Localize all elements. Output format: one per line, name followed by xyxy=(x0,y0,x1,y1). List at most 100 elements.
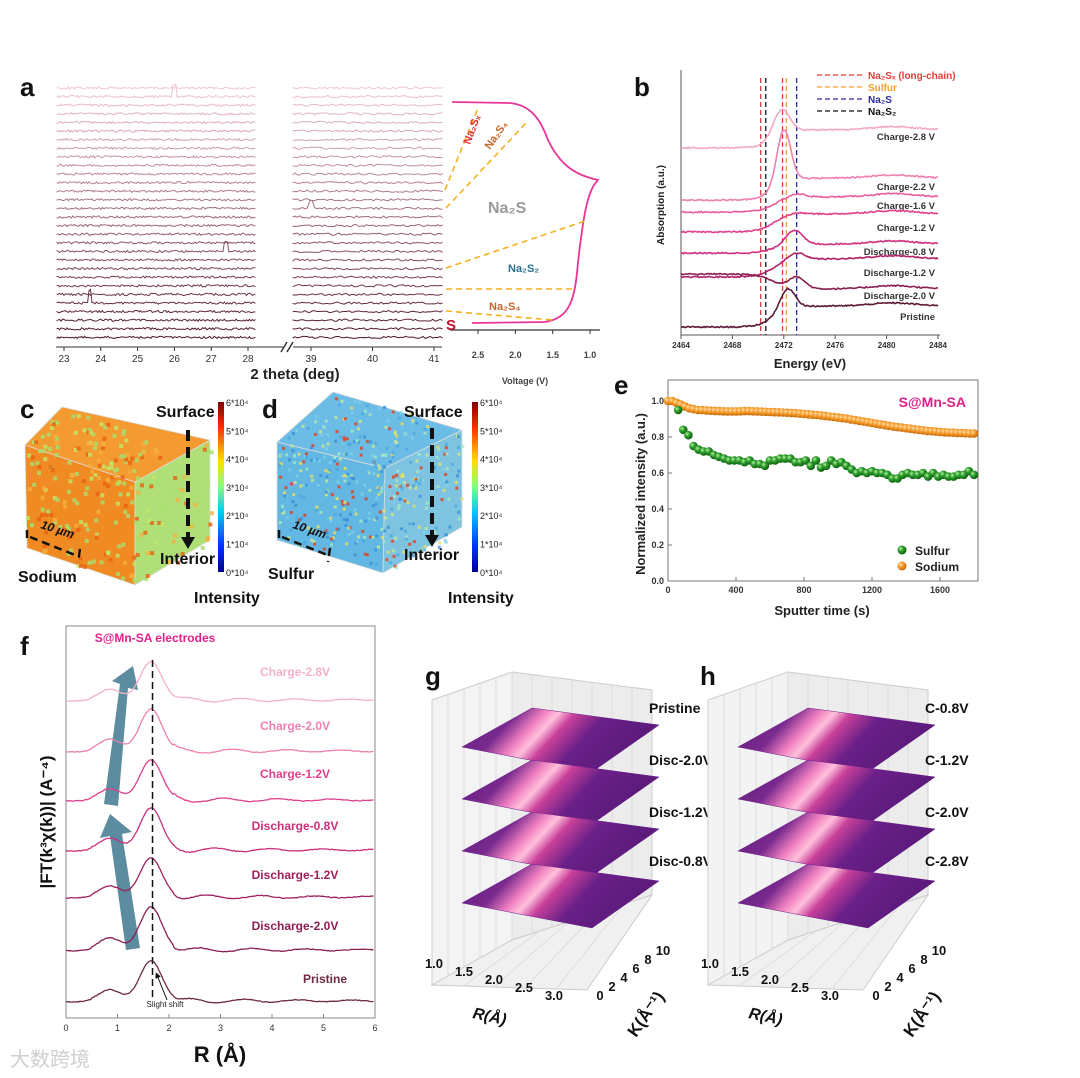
intensity-spot xyxy=(42,544,47,549)
intensity-spot xyxy=(438,462,442,466)
intensity-spot xyxy=(389,534,393,538)
intensity-spot xyxy=(99,422,104,427)
xrd-pattern xyxy=(292,180,443,185)
exafs-x-tick-label: 6 xyxy=(372,1023,377,1033)
intensity-spot xyxy=(395,441,398,445)
intensity-spot xyxy=(74,472,79,476)
legend-marker xyxy=(897,561,907,571)
intensity-spot xyxy=(72,498,77,503)
intensity-spot xyxy=(354,422,358,426)
intensity-spot xyxy=(443,452,447,456)
intensity-spot xyxy=(73,430,78,435)
intensity-spot xyxy=(391,539,395,543)
intensity-spot xyxy=(454,480,458,484)
intensity-spot xyxy=(457,446,461,449)
intensity-spot xyxy=(335,497,339,501)
xrd-pattern xyxy=(56,327,256,331)
exafs-x-tick-label: 4 xyxy=(269,1023,274,1033)
intensity-spot xyxy=(384,453,388,457)
intensity-spot xyxy=(375,516,379,520)
intensity-spot xyxy=(295,474,299,478)
colorbar-title: Intensity xyxy=(194,590,260,607)
intensity-spot xyxy=(393,564,397,568)
intensity-spot xyxy=(202,447,207,452)
intensity-spot xyxy=(65,524,70,528)
grid-line xyxy=(493,921,569,988)
y-axis-label: |FT(k³χ(k))| (A⁻⁴) xyxy=(37,756,56,889)
intensity-spot xyxy=(423,545,427,549)
intensity-spot xyxy=(315,457,319,461)
xanes-curve xyxy=(680,209,939,234)
intensity-spot xyxy=(106,422,111,427)
intensity-spot xyxy=(342,507,346,511)
voltage-tick-label: 1.0 xyxy=(584,350,597,360)
intensity-spot xyxy=(351,530,355,534)
intensity-spot xyxy=(290,444,294,448)
intensity-spot xyxy=(176,488,181,493)
k-tick-label: 4 xyxy=(896,970,904,985)
intensity-spot xyxy=(392,554,396,558)
intensity-spot xyxy=(313,528,317,532)
intensity-spot xyxy=(332,539,335,543)
xrd-pattern xyxy=(56,83,256,99)
depth-x-tick-label: 1200 xyxy=(862,585,882,595)
xanes-curve-label: Discharge-0.8 V xyxy=(864,247,936,258)
xrd-pattern xyxy=(56,258,256,262)
intensity-spot xyxy=(382,488,386,491)
intensity-spot xyxy=(335,397,338,401)
intensity-spot xyxy=(298,494,302,498)
intensity-spot xyxy=(320,433,324,437)
intensity-spot xyxy=(355,439,359,443)
xrd-pattern xyxy=(56,137,256,142)
intensity-spot xyxy=(132,555,137,560)
intensity-spot xyxy=(32,440,36,445)
intensity-spot xyxy=(360,412,364,416)
intensity-spot xyxy=(176,560,181,565)
data-point-sodium xyxy=(969,429,979,438)
intensity-spot xyxy=(444,533,448,537)
intensity-spot xyxy=(324,419,328,423)
intensity-spot xyxy=(291,432,295,435)
intensity-spot xyxy=(358,435,362,438)
intensity-spot xyxy=(340,399,344,403)
colorbar-tick-label: 1*10⁴ xyxy=(480,540,503,550)
xrd-tick-label: 41 xyxy=(428,354,440,365)
intensity-spot xyxy=(180,552,185,556)
intensity-spot xyxy=(400,422,404,426)
intensity-spot xyxy=(321,444,325,448)
intensity-spot xyxy=(382,540,386,544)
intensity-spot xyxy=(109,465,114,470)
intensity-spot xyxy=(351,495,355,499)
intensity-spot xyxy=(388,485,392,489)
xrd-pattern xyxy=(56,198,256,202)
intensity-spot xyxy=(200,546,205,550)
intensity-spot xyxy=(172,512,177,517)
intensity-spot xyxy=(424,506,428,510)
exafs-curve-label: Pristine xyxy=(303,972,347,986)
intensity-spot xyxy=(337,454,341,458)
intensity-spot xyxy=(368,413,372,417)
xrd-pattern xyxy=(292,172,443,176)
intensity-spot xyxy=(391,549,395,553)
legend-label: Na₂S₂ xyxy=(868,107,896,118)
surface-label: Surface xyxy=(404,404,463,421)
intensity-spot xyxy=(423,454,427,458)
xanes-tick-label: 2484 xyxy=(929,341,947,350)
intensity-spot xyxy=(312,539,316,543)
intensity-spot xyxy=(310,538,314,542)
intensity-spot xyxy=(390,453,394,457)
intensity-spot xyxy=(411,419,415,423)
xanes-curve-label: Discharge-2.0 V xyxy=(864,291,936,302)
intensity-spot xyxy=(145,508,150,513)
intensity-spot xyxy=(435,526,438,530)
intensity-spot xyxy=(335,467,339,471)
intensity-spot xyxy=(337,485,341,489)
intensity-spot xyxy=(124,459,128,464)
voltage-tick-label: 2.0 xyxy=(509,350,522,360)
intensity-spot xyxy=(297,452,301,456)
intensity-spot xyxy=(145,574,150,578)
intensity-spot xyxy=(343,467,347,470)
intensity-spot xyxy=(417,525,421,529)
intensity-spot xyxy=(48,465,53,470)
colorbar xyxy=(472,402,478,572)
